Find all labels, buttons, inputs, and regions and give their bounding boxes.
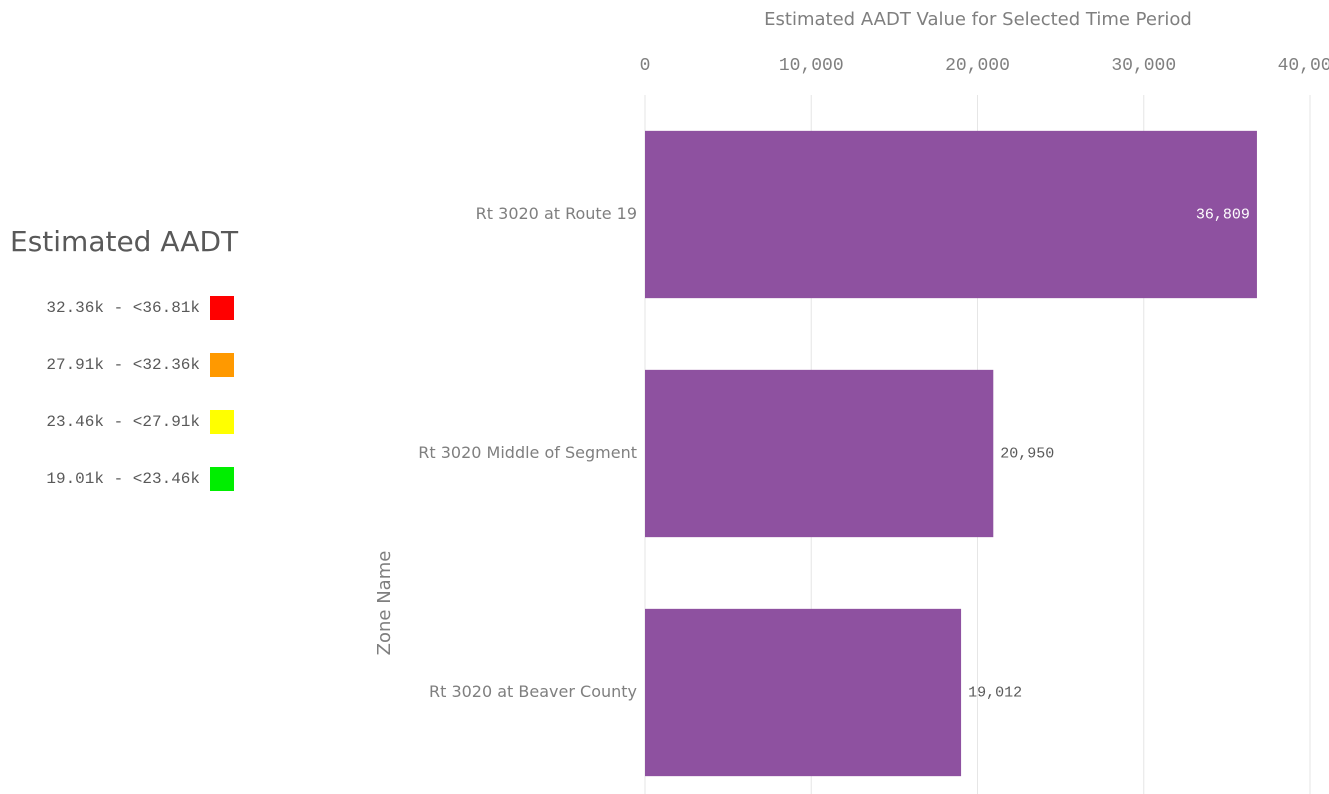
x-tick-label: 10,000: [779, 56, 844, 76]
legend-swatch: [210, 410, 234, 434]
bar: [645, 130, 1257, 299]
bar: [645, 608, 962, 777]
x-tick-label: 30,000: [1111, 56, 1176, 76]
legend-label: 32.36k - <36.81k: [46, 299, 200, 317]
value-label: 20,950: [1000, 445, 1054, 462]
legend-swatch: [210, 467, 234, 491]
legend-label: 23.46k - <27.91k: [46, 413, 200, 431]
y-axis-title: Zone Name: [374, 551, 395, 656]
y-tick-label: Rt 3020 at Beaver County: [429, 682, 637, 701]
bar: [645, 369, 994, 538]
y-tick-label: Rt 3020 at Route 19: [476, 204, 637, 223]
value-label: 19,012: [968, 684, 1022, 701]
legend-swatch: [210, 296, 234, 320]
x-tick-label: 20,000: [945, 56, 1010, 76]
x-axis-title: Estimated AADT Value for Selected Time P…: [764, 9, 1192, 30]
legend-label: 27.91k - <32.36k: [46, 356, 200, 374]
value-label: 36,809: [1196, 206, 1250, 223]
legend-swatch: [210, 353, 234, 377]
y-tick-label: Rt 3020 Middle of Segment: [418, 443, 637, 462]
legend-label: 19.01k - <23.46k: [46, 470, 200, 488]
x-tick-label: 0: [640, 56, 651, 76]
legend-title: Estimated AADT: [10, 225, 239, 258]
x-tick-label: 40,000: [1278, 56, 1329, 76]
